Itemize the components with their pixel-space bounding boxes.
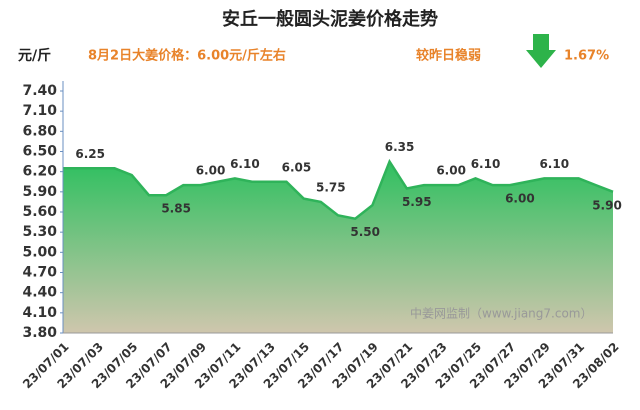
data-label: 6.05 (282, 160, 312, 174)
data-label: 6.00 (436, 164, 466, 178)
data-label: 6.10 (471, 157, 501, 171)
data-label: 6.00 (505, 192, 535, 206)
data-label: 5.50 (350, 225, 380, 239)
y-tick-label: 5.30 (22, 224, 57, 240)
y-tick-label: 6.50 (22, 144, 57, 160)
y-tick-label: 6.80 (22, 123, 57, 139)
y-tick-label: 5.90 (22, 184, 57, 200)
data-label: 5.95 (402, 195, 432, 209)
data-label: 6.10 (230, 157, 260, 171)
y-tick-label: 5.00 (22, 244, 57, 260)
data-label: 5.90 (592, 198, 622, 212)
y-tick-label: 7.40 (22, 83, 57, 99)
y-tick-label: 6.20 (22, 164, 57, 180)
y-tick-label: 4.10 (22, 305, 57, 321)
subtitle: 8月2日大姜价格：6.00元/斤左右 (88, 48, 286, 64)
y-tick-label: 5.60 (22, 204, 57, 220)
y-axis-label: 元/斤 (18, 47, 51, 64)
data-label: 6.10 (539, 157, 569, 171)
line (63, 158, 614, 221)
down-arrow (526, 34, 556, 68)
data-label: 5.75 (316, 180, 346, 194)
y-tick-label: 3.80 (22, 325, 57, 341)
change-value: 1.67% (564, 49, 609, 64)
y-tick-label: 4.70 (22, 265, 57, 281)
data-label: 6.00 (196, 164, 226, 178)
data-label: 5.85 (161, 202, 191, 216)
y-tick-label: 7.10 (22, 103, 57, 119)
area (63, 161, 613, 333)
data-label: 6.35 (385, 140, 415, 154)
y-tick-label: 4.40 (22, 285, 57, 301)
chart-title: 安丘一般圆头泥姜价格走势 (222, 8, 438, 30)
data-label: 6.25 (75, 147, 105, 161)
change-text: 较昨日稳弱 (416, 48, 481, 64)
watermark: 中姜网监制（www.jiang7.com） (410, 306, 592, 321)
